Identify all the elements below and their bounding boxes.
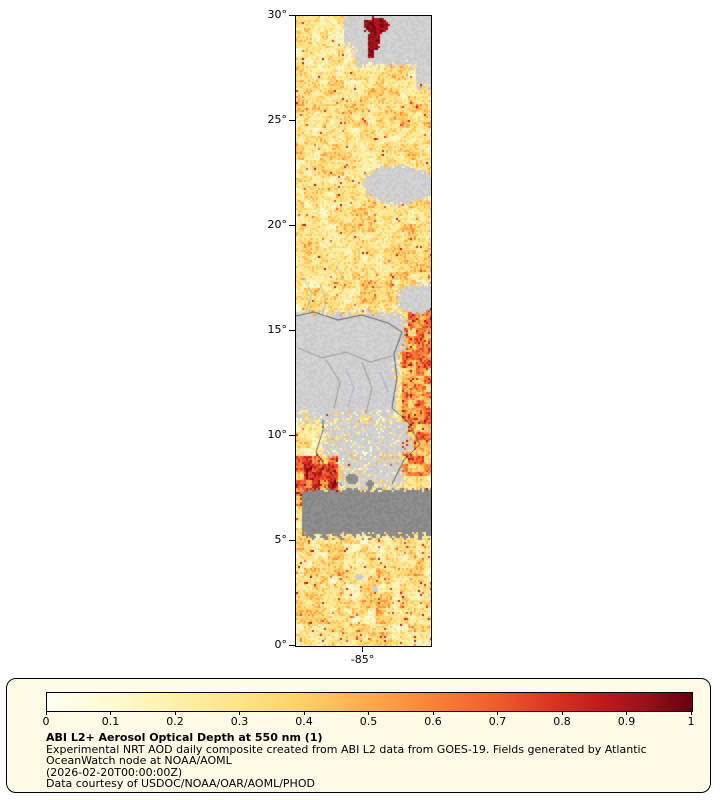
colorbar-tick-label: 0.5 <box>359 715 378 728</box>
colorbar-tick <box>110 711 111 715</box>
colorbar-tick-label: 0.2 <box>166 715 184 728</box>
y-axis-tick-label: 0° <box>274 638 288 651</box>
colorbar-tick <box>45 711 47 715</box>
figure-description: Experimental NRT AOD daily composite cre… <box>46 742 647 767</box>
colorbar-legend-panel: 0 0.1 0.2 0.3 0.4 0.5 0.6 0.7 0.8 0.9 1 ABI L2+ Ae… <box>6 678 711 793</box>
y-axis-tick <box>289 119 295 121</box>
colorbar-tick <box>174 711 176 715</box>
colorbar-tick <box>432 711 434 715</box>
aod-map-canvas <box>296 16 431 646</box>
y-axis-tick <box>289 224 295 226</box>
map-plot-area <box>295 15 432 647</box>
colorbar-tick-label: 0.6 <box>424 715 442 728</box>
y-axis-tick <box>289 14 295 16</box>
colorbar-tick <box>561 711 563 715</box>
y-axis-tick-label: 25° <box>267 113 288 126</box>
colorbar-tick-label: 0.4 <box>295 715 313 728</box>
y-axis-tick-label: 10° <box>267 428 288 441</box>
x-axis-tick <box>362 647 363 652</box>
colorbar-tick-label: 0.9 <box>617 715 636 728</box>
y-axis-tick <box>289 434 295 436</box>
colorbar-tick-label: 0.7 <box>488 715 507 728</box>
colorbar-tick <box>239 711 240 715</box>
y-axis-tick <box>289 539 295 541</box>
y-axis-tick <box>289 644 295 646</box>
y-axis-tick-label: 20° <box>267 218 288 231</box>
colorbar-tick-label: 0 <box>42 715 50 728</box>
colorbar-title: ABI L2+ Aerosol Optical Depth at 550 nm … <box>46 731 323 744</box>
figure-timestamp: (2026-02-20T00:00:00Z) <box>46 765 183 779</box>
colorbar-tick <box>368 711 369 715</box>
colorbar-tick-label: 0.3 <box>230 715 249 728</box>
figure-caption: ABI L2+ Aerosol Optical Depth at 550 nm … <box>46 732 694 790</box>
y-axis-tick <box>289 329 295 331</box>
colorbar-tick <box>626 711 627 715</box>
colorbar-gradient <box>46 692 693 712</box>
colorbar-tick <box>303 711 305 715</box>
y-axis-tick-label: 30° <box>267 8 288 21</box>
y-axis-tick-label: 15° <box>267 323 288 336</box>
colorbar-tick <box>690 711 692 715</box>
x-axis-tick-label: -85° <box>350 653 375 666</box>
y-axis-tick-label: 5° <box>274 533 288 546</box>
colorbar-tick-label: 0.8 <box>553 715 571 728</box>
colorbar-tick-label: 0.1 <box>101 715 120 728</box>
colorbar-tick-label: 1 <box>687 715 695 728</box>
figure-courtesy: Data courtesy of USDOC/NOAA/OAR/AOML/PHO… <box>46 777 315 790</box>
colorbar-tick <box>497 711 498 715</box>
